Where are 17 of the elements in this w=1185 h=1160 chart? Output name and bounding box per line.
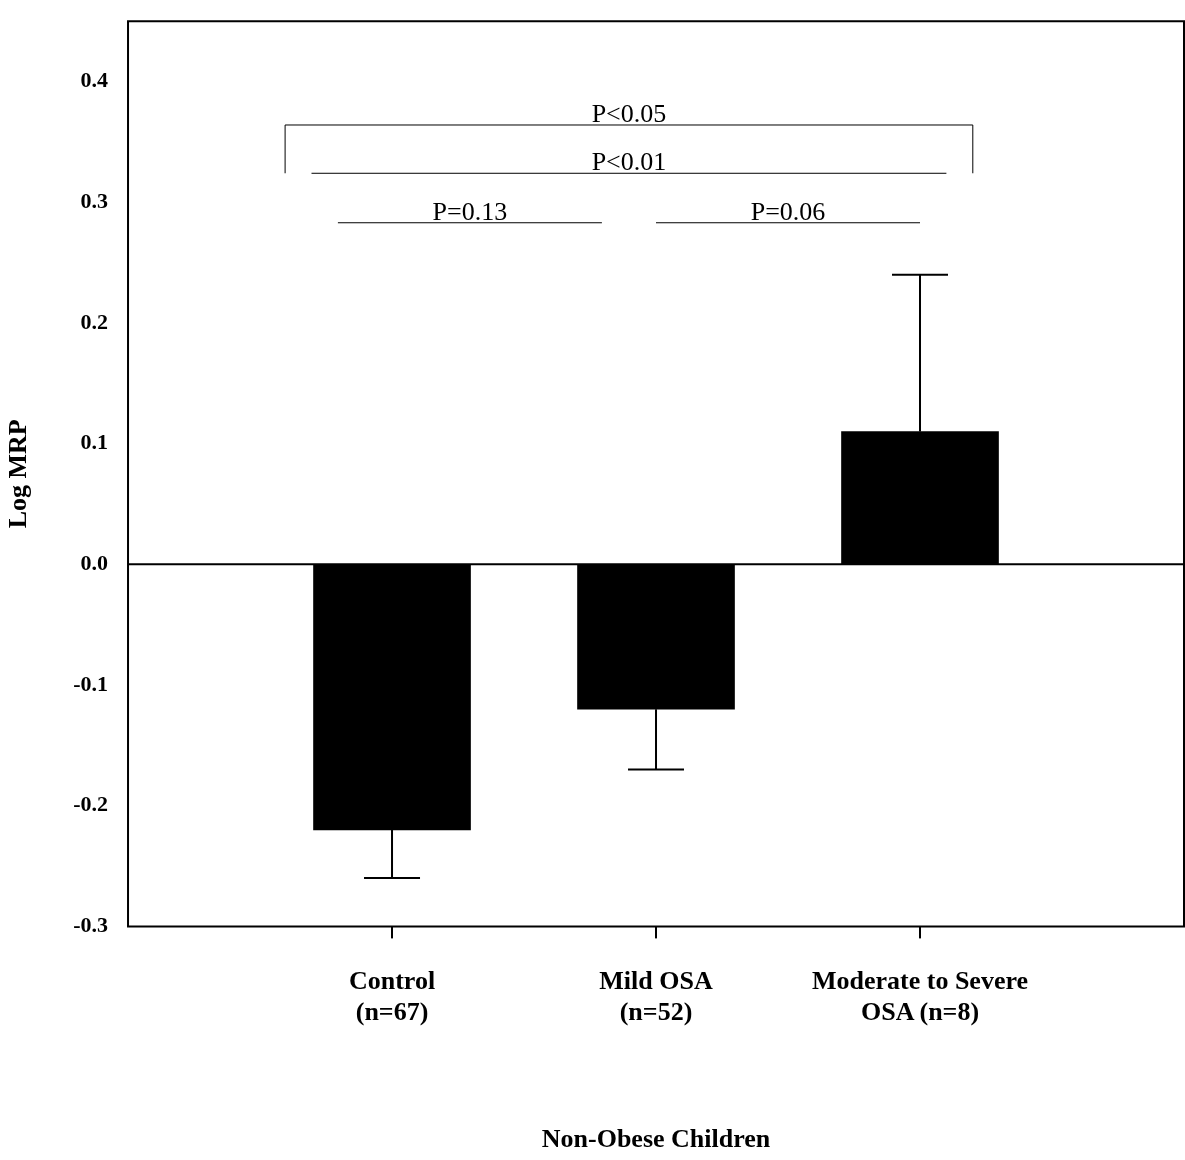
x-tick-label: Moderate to Severe OSA (n=8) [811,965,1029,1026]
x-tick-label: Control (n=67) [348,965,436,1026]
y-tick-label: 0.3 [80,187,109,213]
y-tick-label: 0.2 [80,308,109,334]
y-tick-label: 0.0 [80,550,109,576]
annotation: P=0.06 [750,196,826,226]
y-tick-label: -0.1 [73,670,109,696]
y-tick-label: -0.2 [73,791,109,817]
annotation: P<0.01 [591,147,667,177]
x-tick-label: Mild OSA (n=52) [599,965,713,1026]
annotation: P<0.05 [591,99,667,128]
annotation: P=0.13 [432,196,508,226]
y-tick-label: -0.3 [73,912,109,938]
y-tick-label: 0.1 [80,429,109,455]
y-tick-label: 0.4 [80,67,109,93]
y-axis-title: Log MRP [3,419,33,529]
x-axis-title: Non-Obese Children [541,1124,771,1154]
